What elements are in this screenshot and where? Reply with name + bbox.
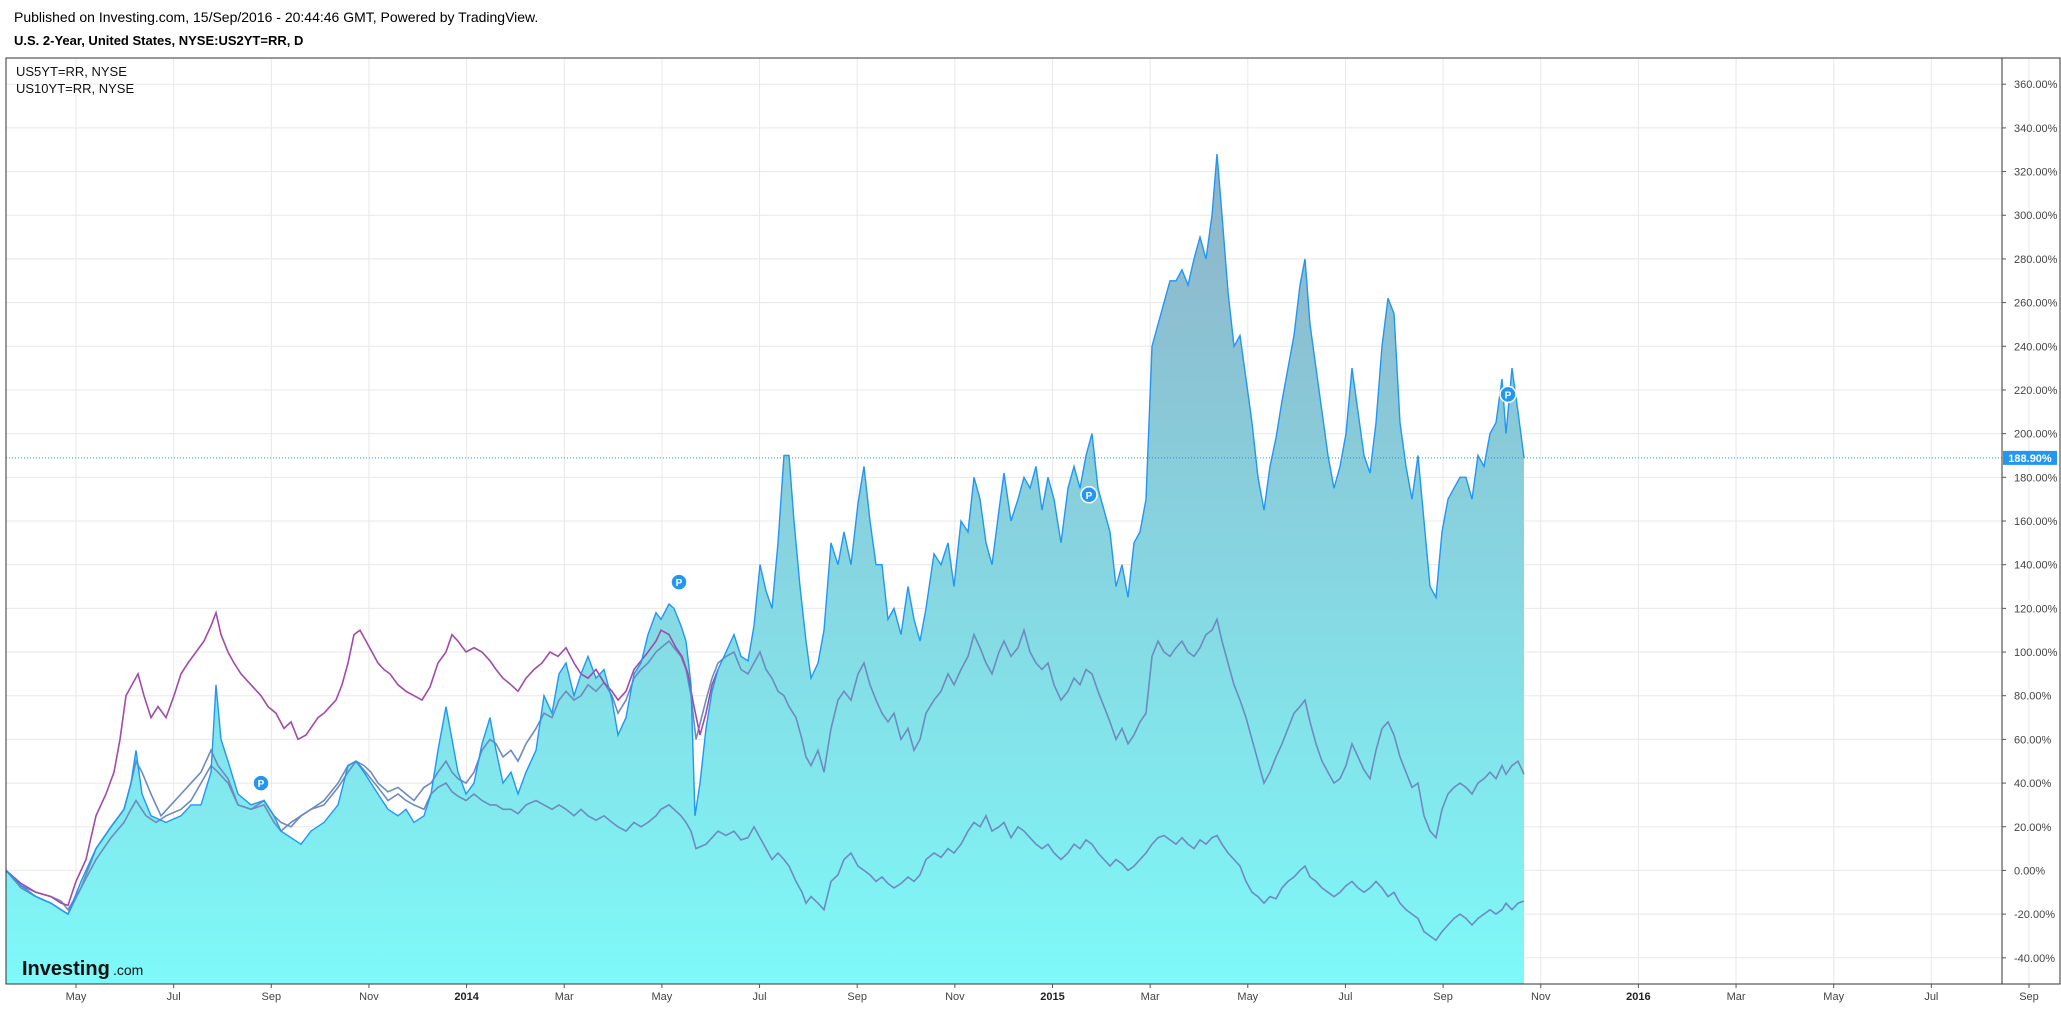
- x-tick-label: May: [66, 991, 87, 1003]
- y-axis: 360.00% 340.00% 320.00% 300.00% 280.00% 260.0…: [2002, 79, 2058, 965]
- y-tick-label: 340.00%: [2014, 123, 2058, 135]
- plot-area: [6, 154, 2002, 984]
- markers: P P P P: [252, 385, 1517, 792]
- x-tick-label: Mar: [1141, 991, 1160, 1003]
- x-tick-label: Mar: [1727, 991, 1746, 1003]
- x-tick-label: 2015: [1040, 991, 1064, 1003]
- y-tick-label: 300.00%: [2014, 210, 2058, 222]
- y-tick-label: 40.00%: [2014, 778, 2052, 790]
- x-tick-label: Sep: [847, 991, 867, 1003]
- x-tick-label: Sep: [1433, 991, 1453, 1003]
- x-tick-label: Jul: [1924, 991, 1938, 1003]
- y-tick-label: 100.00%: [2014, 647, 2058, 659]
- current-value-label: 188.90%: [2008, 453, 2052, 465]
- x-tick-label: Sep: [262, 991, 282, 1003]
- x-tick-label: Nov: [359, 991, 379, 1003]
- x-tick-label: Nov: [945, 991, 965, 1003]
- symbol-title: U.S. 2-Year, United States, NYSE:US2YT=R…: [14, 33, 304, 48]
- y-tick-label: 140.00%: [2014, 560, 2058, 572]
- y-tick-label: 360.00%: [2014, 79, 2058, 91]
- y-tick-label: -20.00%: [2014, 909, 2055, 921]
- x-tick-label: May: [1237, 991, 1258, 1003]
- legend-entry: US10YT=RR, NYSE: [16, 81, 134, 96]
- svg-text:P: P: [676, 578, 683, 589]
- y-tick-label: 0.00%: [2014, 865, 2045, 877]
- us10y-line: [6, 616, 1525, 912]
- x-tick-label: 2014: [454, 991, 479, 1003]
- y-tick-label: 280.00%: [2014, 254, 2058, 266]
- x-tick-label: Jul: [753, 991, 767, 1003]
- y-tick-label: 80.00%: [2014, 691, 2052, 703]
- x-tick-label: Nov: [1531, 991, 1551, 1003]
- us2y-line: [6, 154, 1525, 916]
- x-tick-label: Jul: [1338, 991, 1352, 1003]
- logo-suffix: .com: [113, 962, 143, 978]
- y-tick-label: 180.00%: [2014, 472, 2058, 484]
- y-tick-label: -40.00%: [2014, 953, 2055, 965]
- x-tick-label: Sep: [2019, 991, 2039, 1003]
- y-tick-label: 160.00%: [2014, 516, 2058, 528]
- y-tick-label: 260.00%: [2014, 298, 2058, 310]
- x-axis: May Jul Sep Nov 2014 Mar May Jul Sep Nov 2015 Mar Ma…: [66, 984, 2039, 1003]
- y-tick-label: 60.00%: [2014, 734, 2052, 746]
- p-marker-icon[interactable]: P: [1499, 385, 1517, 404]
- legend-entry: US5YT=RR, NYSE: [16, 64, 127, 79]
- us5y-line: [6, 760, 1525, 942]
- published-caption: Published on Investing.com, 15/Sep/2016 …: [14, 9, 539, 25]
- purple-line: [6, 609, 719, 907]
- y-tick-label: 320.00%: [2014, 167, 2058, 179]
- x-tick-label: May: [1823, 991, 1844, 1003]
- logo-brand: Investing: [22, 958, 110, 980]
- y-tick-label: 220.00%: [2014, 385, 2058, 397]
- svg-text:P: P: [258, 779, 265, 790]
- x-tick-label: 2016: [1626, 991, 1650, 1003]
- investing-logo: Investing .com: [22, 958, 143, 980]
- y-tick-label: 200.00%: [2014, 429, 2058, 441]
- x-tick-label: Mar: [555, 991, 574, 1003]
- p-marker-icon[interactable]: P: [670, 573, 688, 591]
- y-tick-label: 20.00%: [2014, 822, 2052, 834]
- p-marker-icon[interactable]: P: [252, 774, 270, 792]
- us2y-area: [6, 154, 1524, 984]
- svg-text:P: P: [1086, 491, 1093, 502]
- x-tick-label: May: [652, 991, 673, 1003]
- legend: US5YT=RR, NYSE US10YT=RR, NYSE: [16, 64, 134, 96]
- y-tick-label: 240.00%: [2014, 341, 2058, 353]
- p-marker-icon[interactable]: P: [1080, 486, 1098, 504]
- current-value-badge: [2003, 450, 2057, 465]
- x-tick-label: Jul: [167, 991, 181, 1003]
- y-tick-label: 120.00%: [2014, 603, 2058, 615]
- svg-text:P: P: [1505, 390, 1512, 401]
